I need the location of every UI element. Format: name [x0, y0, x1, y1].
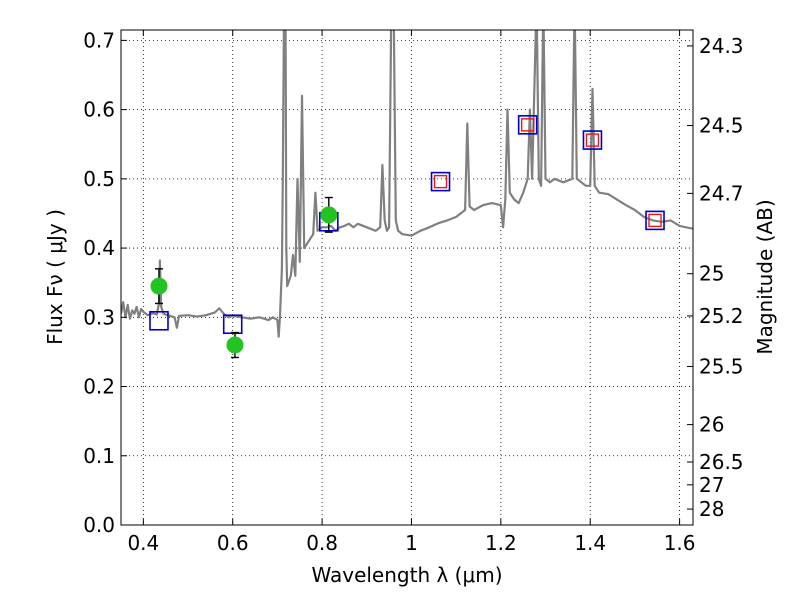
- right-tick-label: 26.5: [699, 450, 744, 474]
- right-tick-label: 24.5: [699, 114, 744, 138]
- x-tick-label: 0.8: [306, 531, 338, 555]
- right-tick-label: 25: [699, 262, 724, 286]
- observed-photometry-square: [433, 174, 448, 189]
- right-tick-label: 26: [699, 413, 724, 437]
- y-axis-label: Flux Fν ( μJy ): [43, 209, 67, 345]
- x-tick-label: 0.4: [127, 531, 159, 555]
- plot-area: [121, 30, 693, 338]
- x-axis-label: Wavelength λ (μm): [311, 563, 502, 587]
- model-photometry-square: [582, 130, 603, 150]
- y-tick-label: 0.4: [83, 236, 115, 260]
- x-tick-label: 1.6: [664, 531, 696, 555]
- observed-photometry-square: [585, 133, 600, 147]
- right-tick-label: 25.2: [699, 304, 744, 328]
- plot-background: [121, 30, 693, 525]
- x-tick-label: 1.4: [574, 531, 606, 555]
- flux-point-circle: [150, 277, 168, 295]
- right-tick-label: 24.3: [699, 34, 744, 58]
- y-tick-label: 0.7: [83, 28, 115, 52]
- model-photometry-square: [645, 210, 665, 231]
- model-photometry-square: [430, 171, 451, 192]
- ticks: 0.4 0.6 0.8 1 1.2 1.4 1.6 0.0 0.1 0.2 0.3 0.4 0.5 0.6…: [83, 28, 743, 555]
- right-tick-label: 28: [699, 497, 724, 521]
- x-tick-label: 0.6: [217, 531, 249, 555]
- marker-layer: [149, 115, 665, 359]
- flux-point-circle: [226, 336, 244, 354]
- x-tick-label: 1: [405, 531, 418, 555]
- y-tick-label: 0.2: [83, 375, 115, 399]
- x-tick-label: 1.2: [485, 531, 517, 555]
- y-tick-label: 0.3: [83, 305, 115, 329]
- y-tick-label: 0.1: [83, 444, 115, 468]
- observed-photometry-square: [520, 118, 535, 132]
- model-spectrum-line: [121, 30, 693, 338]
- right-tick-label: 27: [699, 473, 724, 497]
- model-photometry-square: [149, 310, 169, 331]
- y-tick-label: 0.0: [83, 513, 115, 537]
- y-tick-label: 0.6: [83, 98, 115, 122]
- plot-frame: [120, 29, 694, 526]
- observed-photometry-square: [648, 213, 662, 228]
- flux-point-circle: [320, 206, 338, 224]
- y-axis-label-right: Magnitude (AB): [753, 199, 777, 354]
- y-tick-label: 0.5: [83, 167, 115, 191]
- right-tick-label: 25.5: [699, 354, 744, 378]
- model-photometry-square: [517, 115, 538, 135]
- right-tick-label: 24.7: [699, 181, 744, 205]
